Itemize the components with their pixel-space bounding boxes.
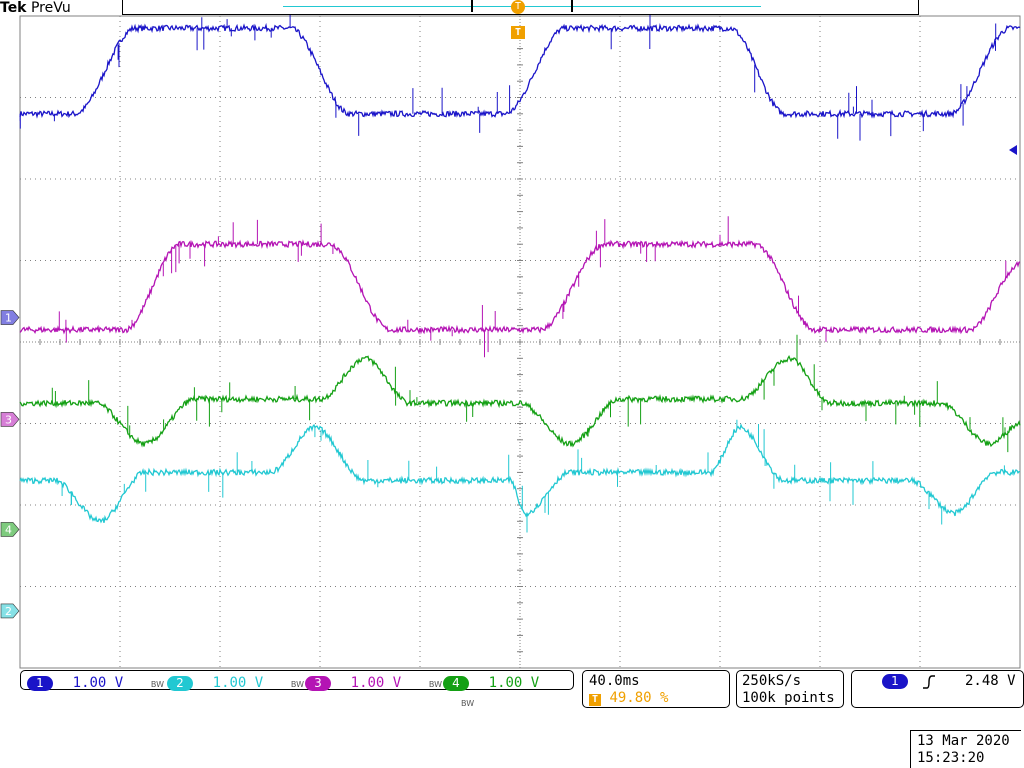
- ground-marker-label: 3: [5, 413, 12, 426]
- channel-scale-bar: 1 1.00 V BW 2 1.00 V BW 3 1.00 V BW 4 1.…: [20, 670, 574, 708]
- channel-2-bw-icon: BW: [290, 680, 304, 689]
- channel-2-scale: 1.00 V: [212, 675, 264, 691]
- trace-channel-3: [19, 239, 1021, 335]
- channel-2-badge: 2: [167, 676, 193, 691]
- channel-1-bw-icon: BW: [150, 680, 164, 689]
- trigger-position-marker[interactable]: T: [511, 26, 525, 39]
- horizontal-scale: 40.0ms: [589, 673, 640, 689]
- date: 13 Mar 2020: [917, 733, 1010, 749]
- channel-4-readout[interactable]: 4 1.00 V BW: [443, 672, 573, 710]
- channel-3-bw-icon: BW: [428, 680, 442, 689]
- time: 15:23:20: [917, 750, 985, 766]
- channel-2-ground-marker[interactable]: 2: [0, 603, 20, 619]
- brand-label: Tek PreVu: [0, 0, 71, 16]
- channel-3-scale: 1.00 V: [350, 675, 402, 691]
- channel-1-ground-marker[interactable]: 1: [0, 310, 20, 325]
- trace-spikes-channel-3: [58, 216, 1007, 358]
- timebase-readout[interactable]: 40.0ms T 49.80 %: [582, 670, 730, 708]
- acquisition-mode: PreVu: [30, 0, 71, 16]
- sample-rate: 250kS/s: [742, 673, 802, 689]
- brand-logo: Tek: [0, 0, 27, 16]
- trigger-position-readout: T 49.80 %: [589, 690, 668, 706]
- trigger-position-marker-top[interactable]: T: [511, 0, 525, 14]
- waveform-traces: [19, 4, 1021, 533]
- ground-marker-shape: [0, 603, 20, 619]
- ground-marker-label: 4: [5, 523, 12, 536]
- trace-channel-4: [19, 354, 1021, 448]
- channel-4-ground-marker[interactable]: 4: [0, 522, 20, 537]
- channel-3-readout[interactable]: 3 1.00 V BW: [305, 672, 442, 691]
- trigger-source-badge: 1: [882, 674, 908, 689]
- ground-marker-shape: [0, 522, 20, 537]
- record-view-bracket[interactable]: [471, 0, 573, 12]
- trigger-level-arrow-icon[interactable]: [1009, 145, 1017, 155]
- trace-channel-1: [19, 22, 1021, 119]
- channel-4-bw-icon: BW: [461, 699, 475, 708]
- ground-marker-label: 2: [5, 605, 12, 618]
- ground-marker-label: 1: [5, 312, 12, 325]
- channel-2-readout[interactable]: 2 1.00 V BW: [167, 672, 304, 691]
- channel-4-badge: 4: [443, 676, 469, 691]
- trigger-position-value: 49.80 %: [609, 690, 669, 706]
- trigger-t-icon: T: [589, 694, 601, 706]
- channel-3-badge: 3: [305, 676, 331, 691]
- trace-spikes-channel-4: [51, 334, 1009, 453]
- sampling-readout[interactable]: 250kS/s 100k points: [736, 670, 844, 708]
- trigger-level: 2.48 V: [965, 673, 1016, 689]
- ground-marker-shape: [0, 412, 20, 427]
- channel-1-scale: 1.00 V: [72, 675, 124, 691]
- record-length: 100k points: [742, 690, 835, 706]
- channel-ground-markers[interactable]: 1 3 4 2: [0, 310, 20, 619]
- channel-1-badge: 1: [27, 676, 53, 691]
- trace-spikes-channel-2: [61, 419, 1005, 533]
- trace-spikes-channel-1: [19, 4, 997, 141]
- date-time-readout: 13 Mar 2020 15:23:20: [910, 730, 1021, 768]
- ground-marker-shape: [0, 310, 20, 325]
- channel-1-readout[interactable]: 1 1.00 V BW: [27, 672, 164, 691]
- rising-edge-icon: [923, 675, 935, 689]
- channel-4-scale: 1.00 V: [488, 675, 540, 691]
- trigger-readout[interactable]: 1 2.48 V: [851, 670, 1024, 708]
- channel-3-ground-marker[interactable]: 3: [0, 412, 20, 427]
